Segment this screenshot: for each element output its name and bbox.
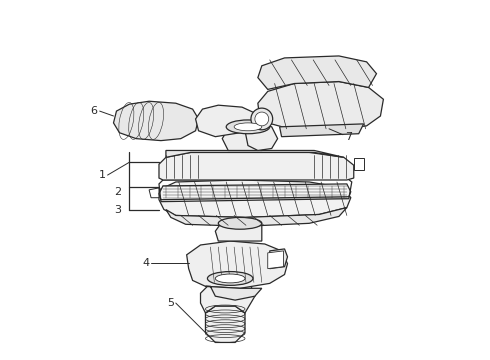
Ellipse shape — [226, 120, 270, 134]
Polygon shape — [245, 123, 278, 150]
Polygon shape — [268, 251, 284, 269]
Polygon shape — [205, 306, 245, 342]
Polygon shape — [200, 278, 255, 313]
Ellipse shape — [219, 217, 262, 229]
Polygon shape — [354, 158, 364, 170]
Polygon shape — [159, 152, 354, 180]
Text: 7: 7 — [345, 132, 352, 142]
Ellipse shape — [255, 112, 269, 126]
Polygon shape — [149, 188, 159, 198]
Polygon shape — [258, 56, 376, 89]
Polygon shape — [280, 124, 364, 137]
Polygon shape — [159, 184, 351, 200]
Ellipse shape — [207, 271, 253, 285]
Text: 3: 3 — [115, 204, 122, 215]
Polygon shape — [114, 101, 198, 141]
Polygon shape — [196, 105, 255, 137]
Text: 2: 2 — [114, 187, 122, 197]
Ellipse shape — [234, 123, 262, 131]
Text: 1: 1 — [98, 170, 106, 180]
Text: 5: 5 — [167, 298, 174, 308]
Polygon shape — [187, 241, 288, 288]
Polygon shape — [258, 82, 383, 131]
Polygon shape — [215, 221, 262, 241]
Text: 4: 4 — [142, 258, 149, 268]
Ellipse shape — [215, 274, 245, 283]
Polygon shape — [222, 125, 270, 150]
Polygon shape — [159, 180, 351, 217]
Text: 6: 6 — [91, 106, 98, 116]
Polygon shape — [166, 208, 347, 226]
Polygon shape — [270, 249, 288, 269]
Polygon shape — [205, 286, 262, 300]
Ellipse shape — [251, 108, 272, 130]
Polygon shape — [166, 150, 344, 157]
